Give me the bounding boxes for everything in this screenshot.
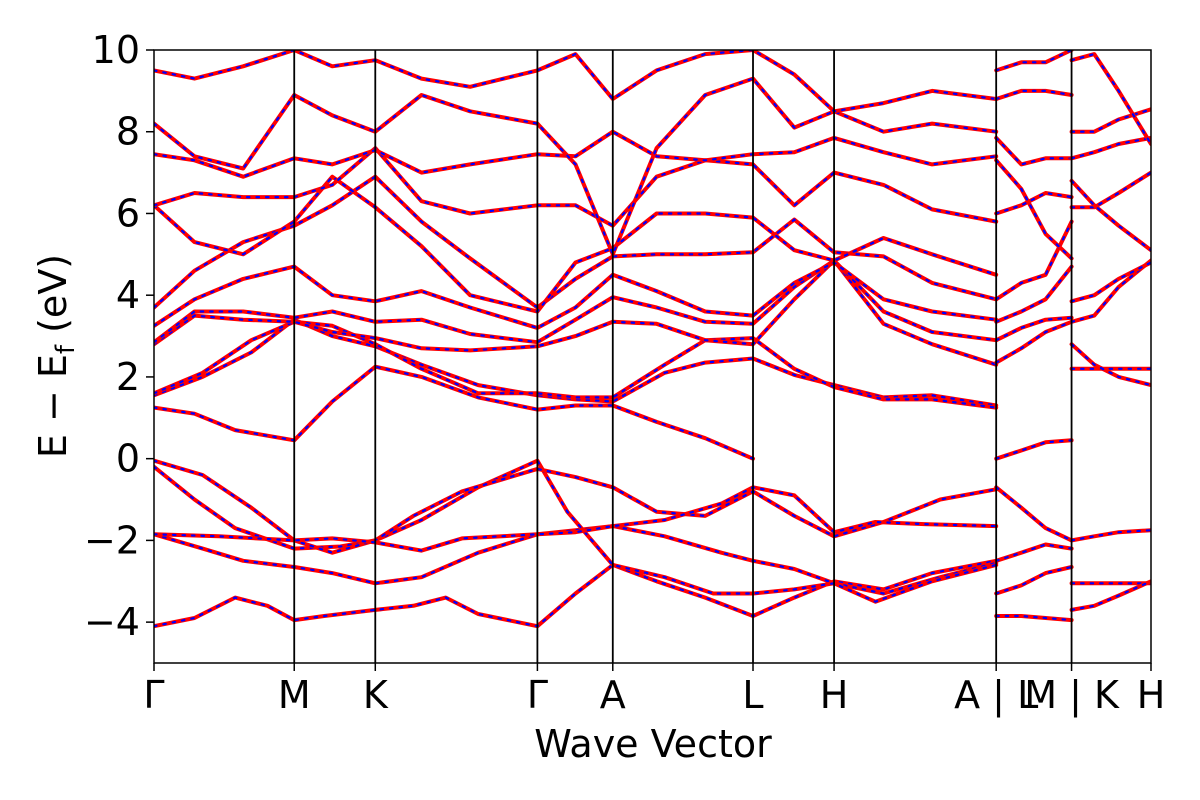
x-tick-label: Γ — [143, 673, 164, 717]
x-tick-label: L — [742, 673, 763, 717]
band-line-dashed-37 — [1070, 261, 1151, 303]
y-tick-label: 2 — [116, 355, 140, 399]
band-line-dashed-42 — [1070, 52, 1151, 146]
x-tick-label: A | L — [954, 673, 1038, 718]
band-line-dashed-21 — [995, 614, 1073, 622]
band-line-dashed-25 — [995, 220, 1073, 301]
band-line-dashed-28 — [995, 136, 1073, 166]
band-line-23 — [994, 315, 1074, 343]
y-tick-label: −4 — [84, 600, 140, 644]
y-axis-label-unit: (eV) — [31, 254, 75, 345]
y-tick-label: 4 — [116, 273, 140, 317]
band-line-14 — [154, 129, 999, 179]
band-line-39 — [1069, 178, 1151, 253]
band-line-dashed-35 — [1070, 343, 1151, 387]
band-line-dashed-40 — [1070, 136, 1151, 160]
plot-area — [154, 50, 1151, 629]
x-axis-label: Wave Vector — [534, 722, 772, 766]
band-line-dashed-17 — [995, 439, 1073, 460]
band-line-25 — [994, 219, 1074, 302]
x-tick-label: Γ — [527, 673, 548, 717]
band-line-18 — [994, 485, 1074, 543]
band-line-dashed-20 — [995, 565, 1073, 595]
band-line-0 — [154, 558, 999, 629]
x-tick-label: M | K — [1024, 673, 1120, 718]
band-line-dashed-23 — [995, 316, 1073, 342]
plot-frame — [153, 49, 1152, 664]
band-line-dashed-39 — [1070, 179, 1151, 252]
band-line-1 — [154, 524, 999, 596]
band-line-22 — [994, 319, 1074, 365]
band-line-dashed-13 — [154, 146, 998, 228]
band-line-dashed-4 — [154, 486, 998, 552]
kpoint-lines — [293, 50, 1073, 663]
band-line-dashed-27 — [995, 159, 1073, 260]
band-line-dashed-30 — [995, 50, 1073, 72]
band-line-dashed-16 — [154, 50, 998, 113]
x-tick-label: A — [600, 673, 626, 717]
band-line-dashed-29 — [995, 89, 1073, 101]
x-tick-label: K — [363, 673, 389, 717]
band-line-dashed-18 — [995, 486, 1073, 542]
y-tick-label: 0 — [116, 437, 140, 481]
band-line-dashed-24 — [995, 265, 1073, 323]
y-tick-label: −2 — [84, 518, 140, 562]
band-line-dashed-19 — [995, 543, 1073, 562]
band-line-38 — [1069, 170, 1151, 210]
band-line-dashed-5 — [154, 365, 755, 460]
band-line-dashed-31 — [1070, 529, 1151, 542]
band-line-dashed-38 — [1070, 171, 1151, 209]
band-line-dashed-8 — [154, 258, 998, 366]
y-axis-label-subscript: f — [51, 344, 81, 354]
band-line-6 — [154, 317, 999, 408]
y-tick-label: 10 — [92, 28, 140, 72]
band-line-dashed-33 — [1070, 580, 1151, 611]
band-line-41 — [1069, 107, 1151, 134]
band-line-35 — [1069, 342, 1151, 388]
x-tick-label: H — [820, 673, 849, 717]
y-axis-label-main: E − E — [31, 354, 75, 458]
x-tick-label: H — [1137, 673, 1166, 717]
y-tick-label: 8 — [116, 110, 140, 154]
x-tick-label: M — [278, 673, 311, 717]
band-line-13 — [154, 146, 999, 228]
y-axis-label: E − Ef (eV) — [31, 254, 81, 458]
band-line-dashed-36 — [1070, 259, 1151, 323]
band-line-dashed-26 — [995, 191, 1073, 215]
y-tick-label: 6 — [116, 191, 140, 235]
band-line-33 — [1069, 579, 1151, 612]
y-ticks: −4 −2 0 2 4 6 8 10 — [84, 28, 154, 644]
band-line-8 — [154, 258, 999, 367]
x-ticks: Γ M K Γ A L H A | LM | K H — [143, 663, 1165, 718]
band-line-dashed-1 — [154, 524, 998, 595]
band-line-16 — [154, 50, 999, 114]
